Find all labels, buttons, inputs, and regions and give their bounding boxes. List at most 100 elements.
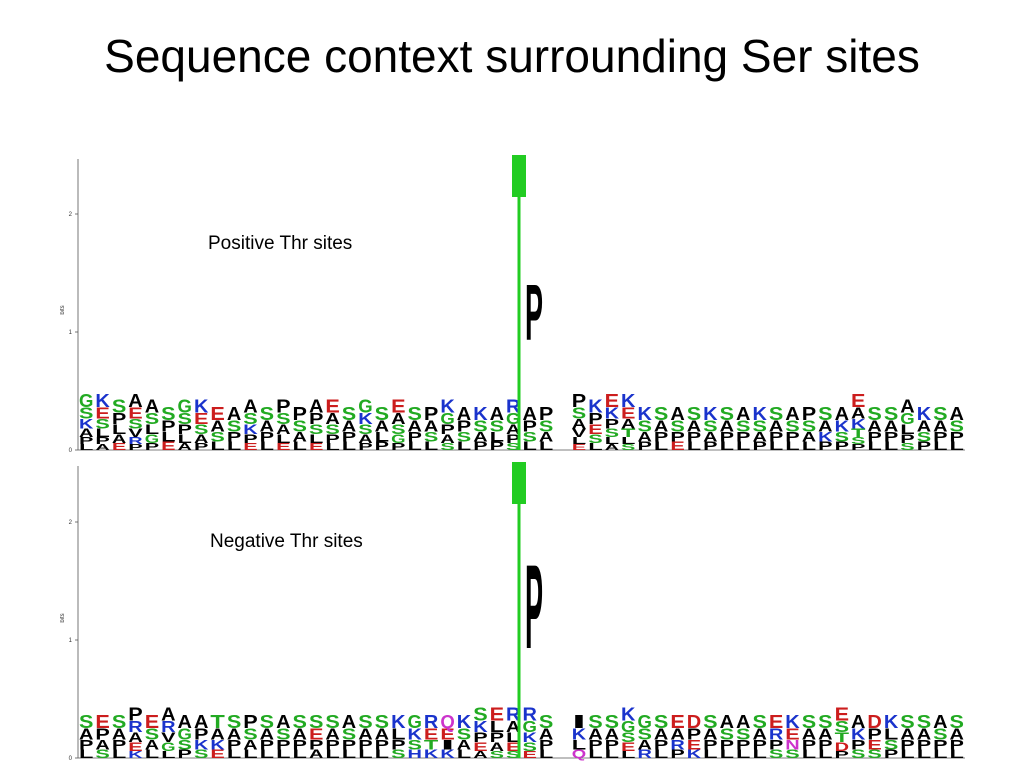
- logo-letter: R: [424, 712, 438, 732]
- logo-letter: A: [900, 726, 915, 743]
- logo-letter: A: [851, 712, 865, 732]
- logo-letter: L: [490, 719, 505, 736]
- logo-letter: E: [440, 726, 455, 743]
- logo-letter: A: [79, 426, 94, 440]
- logo-letter-center: P: [525, 540, 543, 674]
- logo-letter: A: [145, 736, 159, 752]
- logo-letter: P: [851, 443, 867, 452]
- logo-letter: S: [260, 404, 274, 424]
- logo-letter: A: [851, 405, 866, 422]
- logo-letter: S: [145, 726, 160, 743]
- logo-letter: P: [572, 391, 586, 411]
- logo-letter: L: [309, 432, 323, 446]
- logo-letter: S: [818, 712, 832, 732]
- logo-letter: A: [720, 712, 734, 732]
- logo-letter: S: [572, 405, 587, 422]
- logo-letter: P: [309, 736, 323, 752]
- logo-letter: A: [687, 418, 702, 435]
- logo-letter: L: [276, 432, 290, 446]
- logo-letter: L: [408, 439, 422, 453]
- logo-letter: P: [523, 418, 538, 435]
- logo-letter: D: [687, 712, 701, 732]
- logo-letter: P: [194, 442, 209, 453]
- logo-letter: L: [950, 747, 964, 761]
- logo-letter: P: [178, 747, 192, 761]
- logo-letter: A: [539, 726, 554, 743]
- logo-letter: P: [473, 439, 487, 453]
- logo-letter: V: [161, 729, 176, 745]
- logo-letter: P: [900, 736, 914, 752]
- logo-letter: S: [95, 415, 109, 431]
- logo-letter: L: [621, 436, 635, 447]
- logo-letter: P: [260, 428, 274, 444]
- logo-letter: K: [851, 415, 865, 431]
- logo-letter: P: [950, 736, 964, 752]
- logo-letter: A: [490, 740, 505, 754]
- logo-letter: S: [802, 418, 817, 435]
- logo-letter: L: [736, 747, 750, 761]
- logo-letter: P: [194, 726, 209, 743]
- logo-letter: K: [884, 712, 898, 732]
- logo-letter: P: [473, 729, 487, 745]
- logo-letter: L: [210, 439, 224, 453]
- logo-letter: A: [358, 432, 373, 446]
- logo-letter: K: [424, 747, 439, 761]
- logo-letter: S: [687, 404, 701, 424]
- logo-letter: L: [260, 747, 274, 761]
- logo-letter: E: [95, 712, 109, 732]
- logo-letter: S: [293, 712, 307, 732]
- logo-letter: S: [276, 726, 291, 743]
- logo-letter: A: [818, 726, 833, 743]
- logo-letter: K: [572, 726, 587, 743]
- logo-letter: G: [900, 411, 914, 428]
- logo-letter: P: [637, 439, 651, 453]
- logo-letter: P: [884, 747, 898, 761]
- logo-letter: P: [309, 411, 324, 428]
- logo-letter: L: [523, 439, 537, 453]
- logo-letter: S: [440, 442, 455, 453]
- logo-letter: T: [621, 426, 637, 440]
- logo-letter: L: [325, 747, 339, 761]
- logo-letter: K: [605, 405, 620, 422]
- logo-letter: Q: [440, 712, 454, 732]
- logo-letter: L: [79, 747, 93, 761]
- logo-letter: P: [654, 428, 668, 444]
- logo-letter: P: [408, 428, 422, 444]
- logo-letter: S: [473, 705, 487, 725]
- logo-letter: K: [588, 397, 602, 417]
- logo-letter: A: [736, 712, 750, 732]
- logo-letter: L: [933, 439, 947, 453]
- logo-letter: K: [194, 397, 208, 417]
- logo-letter: S: [654, 712, 668, 732]
- logo-letter: A: [769, 418, 784, 435]
- logo-letter: P: [260, 736, 274, 752]
- logo-letter: S: [835, 719, 850, 736]
- logo-letter: A: [309, 397, 323, 417]
- logo-letter: H: [408, 747, 422, 761]
- logo-letter: L: [293, 439, 307, 453]
- logo-letter: R: [128, 719, 143, 736]
- sequence-logo-positive: 012bitsLPAKSGAPLSEKEALPSPRVSEAPGLSAELPSA…: [60, 155, 965, 454]
- logo-letter: L: [95, 426, 109, 440]
- logo-letter: P: [358, 442, 373, 453]
- logo-letter: L: [293, 747, 307, 761]
- logo-letter: E: [572, 443, 588, 452]
- logo-letter: L: [112, 747, 126, 761]
- logo-letter: P: [112, 736, 126, 752]
- logo-letter: R: [128, 436, 144, 447]
- logo-letter: K: [79, 415, 93, 431]
- logo-letter: L: [720, 747, 734, 761]
- logo-letter: S: [752, 712, 766, 732]
- y-tick-label: 0: [69, 756, 73, 762]
- logo-letter: E: [95, 405, 110, 422]
- logo-letter: P: [917, 736, 931, 752]
- logo-letter: A: [227, 726, 242, 743]
- logo-letter: S: [490, 418, 505, 435]
- logo-letter: P: [769, 428, 783, 444]
- logo-letter: A: [752, 428, 766, 444]
- logo-letter: E: [194, 411, 209, 428]
- logo-letter: G: [621, 719, 635, 736]
- logo-letter: S: [457, 428, 471, 444]
- logo-letter: A: [227, 404, 241, 424]
- logo-letter: S: [835, 428, 849, 444]
